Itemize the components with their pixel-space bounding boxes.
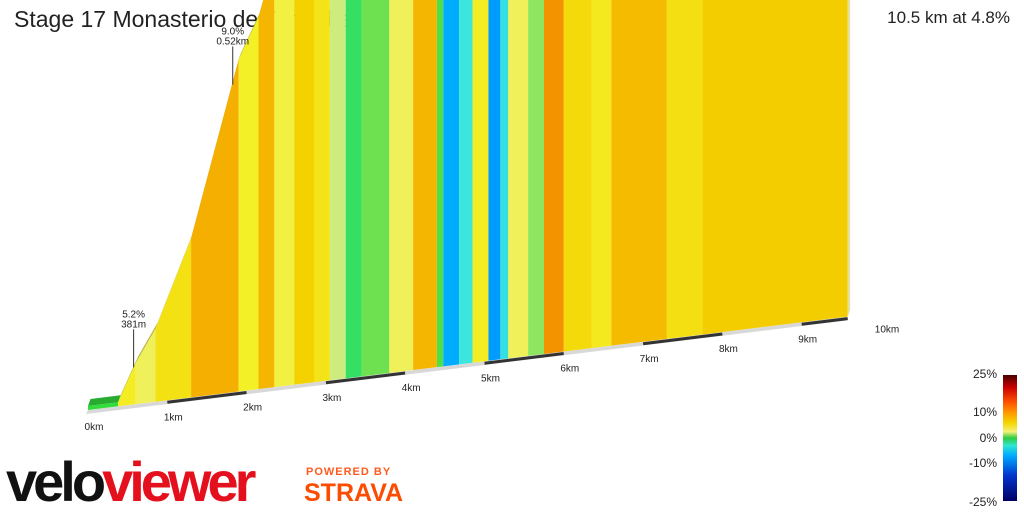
km-band [87,400,168,414]
x-tick-label: 8km [719,344,738,355]
annotation-gradient: 9.0% [221,26,244,37]
x-tick-label: 9km [798,334,817,345]
segment-top-2 [135,322,158,364]
legend-label-high: 10% [972,405,997,419]
segment-11 [345,0,362,379]
segment-18 [472,0,489,363]
km-band [801,317,848,326]
x-tick-label: 2km [243,403,262,414]
gradient-legend: 25% 10% 0% -10% -25% [955,367,1024,512]
segment-14 [413,0,437,371]
segment-19 [488,0,501,361]
segment-22 [528,0,544,356]
segment-top-3 [155,231,194,330]
climb-summary: 10.5 km at 4.8% [887,8,1010,27]
x-tick-label: 5km [481,373,500,384]
profile-end-cap [847,0,851,317]
annotation-length: 0.52km [216,36,249,47]
segment-4 [191,59,239,398]
km-band [563,342,644,355]
segment-10 [329,0,346,381]
x-tick-label: 3km [322,393,341,404]
logo-velo: velo [6,450,106,513]
segment-13 [389,0,414,373]
km-band [642,332,723,346]
segment-15 [436,0,444,368]
segment-top-1 [118,356,139,403]
km-band [722,322,802,336]
km-band [325,371,406,385]
segment-28 [702,0,848,335]
segment-9 [314,0,330,383]
gradient-color-scale [1003,375,1017,501]
x-tick-label: 10km [875,325,899,336]
segment-17 [459,0,473,365]
x-tick-label: 1km [164,412,183,423]
segment-2 [135,329,156,405]
x-tick-label: 4km [402,383,421,394]
x-tick-label: 7km [640,354,659,365]
segment-6 [258,0,275,390]
legend-label-min: -25% [968,495,997,509]
segment-0 [88,402,119,410]
x-tick-label: 6km [560,364,579,375]
segment-12 [361,0,390,377]
km-band [405,361,485,375]
km-band [484,352,564,365]
segment-3 [155,238,192,402]
annotation-gradient: 5.2% [122,309,145,320]
segment-5 [238,17,259,392]
segment-24 [563,0,592,352]
segment-26 [611,0,667,346]
segment-7 [274,0,295,388]
segment-top-5 [238,10,261,60]
km-band [167,391,247,404]
segment-16 [443,0,460,367]
segment-21 [508,0,529,359]
segment-23 [543,0,564,354]
legend-label-low: -10% [968,456,997,470]
segment-27 [666,0,703,339]
veloviewer-logo: veloviewer [6,450,256,513]
segment-25 [591,0,612,349]
strava-logo: STRAVA [304,479,404,507]
segment-20 [500,0,509,360]
km-band [246,381,327,394]
segment-8 [294,0,315,385]
segment-top-0 [88,395,121,406]
annotation-length: 381m [121,319,146,330]
logo-viewer: viewer [102,450,256,513]
x-tick-label: 0km [85,422,104,433]
segment-1 [118,363,136,407]
legend-label-max: 25% [972,367,997,381]
legend-label-zero: 0% [979,431,997,445]
powered-by-label: POWERED BY [306,466,392,478]
